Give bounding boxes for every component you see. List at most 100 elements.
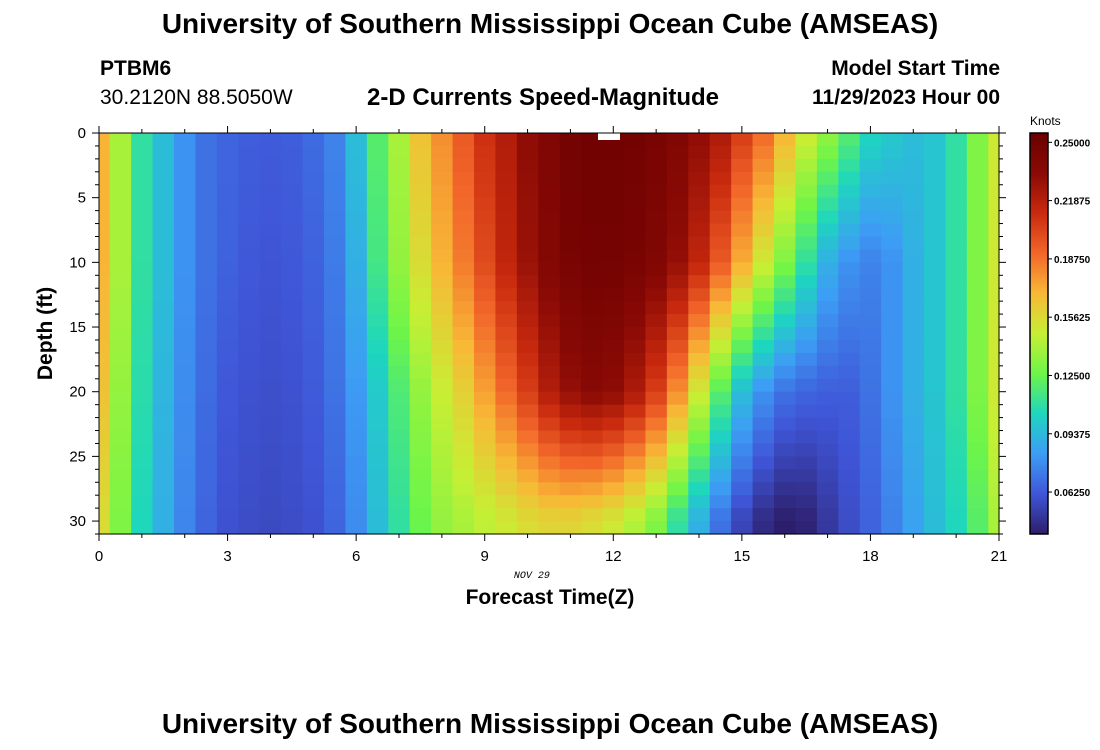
heatmap-cell [516,430,539,445]
heatmap-cell [838,378,861,393]
heatmap-cell [259,443,282,457]
heatmap-cell [99,469,111,483]
heatmap-cell [216,521,239,535]
colorbar-tick-label: 0.25000 [1054,138,1091,149]
heatmap-cell [281,365,304,380]
heatmap-cell [109,404,132,419]
heatmap-cell [431,482,454,496]
heatmap-cell [945,378,968,393]
heatmap-cell [945,469,968,483]
heatmap-cell [559,482,582,496]
heatmap-cell [838,249,861,263]
heatmap-cell [795,469,818,483]
heatmap-cell [259,352,282,367]
heatmap-cell [409,301,432,315]
heatmap-cell [581,301,604,315]
heatmap-cell [774,352,797,367]
heatmap-cell [366,430,389,445]
heatmap-cell [452,365,475,380]
heatmap-cell [152,365,175,380]
heatmap-cell [238,327,261,341]
heatmap-cell [302,339,325,354]
heatmap-cell [645,249,668,263]
heatmap-cell [174,404,197,419]
heatmap-cell [859,184,882,199]
heatmap-cell [409,404,432,419]
heatmap-cell [99,404,111,419]
heatmap-cell [131,404,154,419]
heatmap-cell [688,184,711,199]
page-title: University of Southern Mississippi Ocean… [161,8,939,39]
heatmap-cell [752,469,775,483]
heatmap-cell [366,378,389,393]
heatmap-cell [688,352,711,367]
heatmap-cell [109,417,132,432]
heatmap-cell [624,288,647,302]
heatmap-cell [431,391,454,406]
heatmap-cell [602,430,625,445]
heatmap-cell [774,482,797,496]
heatmap-cell [281,404,304,419]
heatmap-cell [281,443,304,457]
heatmap-cell [688,391,711,406]
heatmap-cell [452,262,475,276]
heatmap-cell [774,365,797,380]
heatmap-cell [666,327,689,341]
heatmap-cell [731,314,754,328]
heatmap-cell [152,301,175,315]
heatmap-cell [259,275,282,289]
heatmap-cell [409,133,432,147]
heatmap-cell [409,456,432,470]
heatmap-cell [474,171,497,186]
heatmap-cell [281,495,304,509]
heatmap-cell [559,327,582,341]
heatmap-cell [409,495,432,509]
heatmap-cell [688,275,711,289]
heatmap-cell [474,301,497,315]
heatmap-cell [259,327,282,341]
heatmap-cell [838,184,861,199]
heatmap-cell [902,391,925,406]
heatmap-cell [731,197,754,212]
colorbar-tick-label: 0.21875 [1054,197,1091,208]
heatmap-cell [666,404,689,419]
heatmap-cell [538,197,561,212]
heatmap-cell [838,145,861,160]
heatmap-cell [645,210,668,225]
heatmap-cell [624,184,647,199]
heatmap-cell [602,339,625,354]
heatmap-cell [131,339,154,354]
heatmap-cell [388,508,411,522]
heatmap-cell [774,417,797,432]
heatmap-cell [281,508,304,522]
heatmap-cell [281,521,304,535]
heatmap-cell [366,495,389,509]
heatmap-cell [388,133,411,147]
heatmap-cell [366,197,389,212]
heatmap-cell [688,223,711,238]
heatmap-cell [109,339,132,354]
heatmap-cell [816,391,839,406]
heatmap-cell [945,249,968,263]
heatmap-cell [131,365,154,380]
heatmap-cell [388,288,411,302]
heatmap-cell [838,327,861,341]
heatmap-cell [924,288,947,302]
heatmap-cell [881,210,904,225]
heatmap-cell [431,508,454,522]
heatmap-cell [366,521,389,535]
heatmap-cell [131,417,154,432]
heatmap-cell [366,508,389,522]
heatmap-cell [859,456,882,470]
heatmap-cell [988,184,1000,199]
heatmap-cell [302,236,325,251]
heatmap-cell [238,521,261,535]
heatmap-cell [795,288,818,302]
heatmap-cell [988,171,1000,186]
heatmap-cell [538,327,561,341]
heatmap-cell [581,508,604,522]
heatmap-cell [99,301,111,315]
heatmap-cell [966,339,989,354]
heatmap-cell [195,443,218,457]
heatmap-cell [688,210,711,225]
